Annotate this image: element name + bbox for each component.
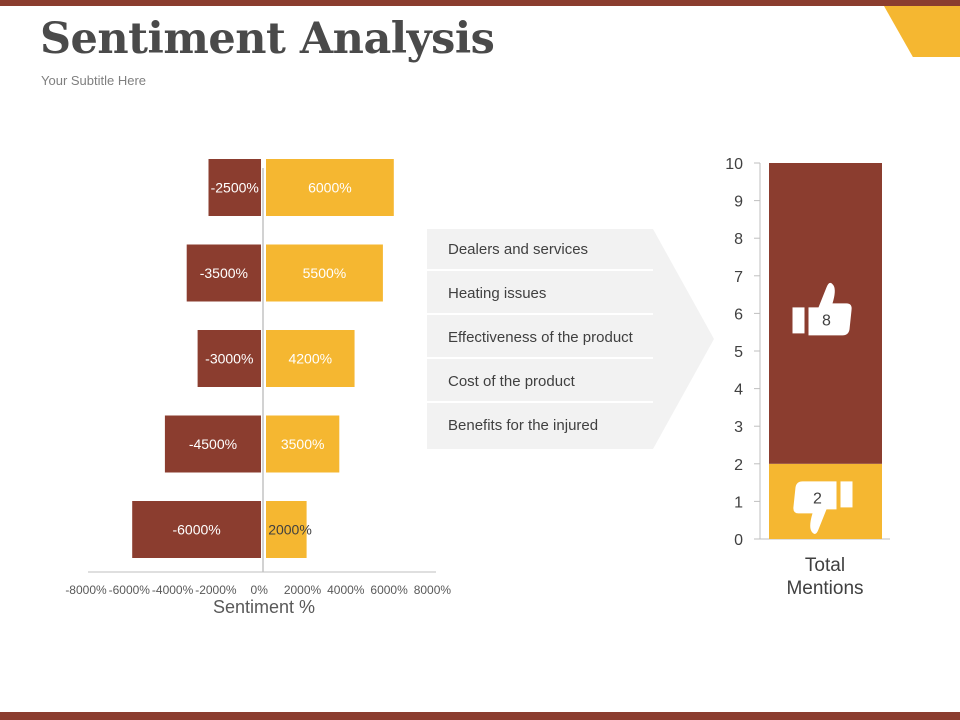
positive-bar-label: 2000%	[268, 522, 312, 538]
page-title: Sentiment Analysis	[40, 14, 495, 64]
category-label: Total	[805, 555, 845, 576]
y-tick-label: 2	[734, 457, 743, 474]
positive-bar-label: 5500%	[303, 265, 347, 281]
x-tick-label: -4000%	[152, 583, 194, 597]
topic-label: Cost of the product	[448, 373, 575, 390]
negative-bar	[132, 501, 261, 558]
x-tick-label: 2000%	[284, 583, 322, 597]
topic-label: Benefits for the injured	[448, 417, 599, 434]
y-tick-label: 0	[734, 532, 743, 549]
category-label: Mentions	[786, 578, 863, 599]
page-subtitle: Your Subtitle Here	[41, 73, 147, 88]
thumbs-up-icon: 8	[792, 282, 852, 336]
topic-label: Dealers and services	[448, 241, 589, 258]
x-tick-label: 4000%	[327, 583, 365, 597]
negative-bar-label: -6000%	[172, 522, 220, 538]
negative-bar	[208, 159, 261, 216]
x-tick-label: -2000%	[195, 583, 237, 597]
y-tick-label: 9	[734, 194, 743, 211]
topic-label: Heating issues	[448, 285, 547, 302]
x-tick-label: 0%	[251, 583, 269, 597]
thumbs-down-icon: 2	[793, 481, 853, 534]
x-tick-label: 8000%	[414, 583, 452, 597]
negative-bar-label: -3000%	[205, 351, 253, 367]
x-tick-label: -8000%	[65, 583, 107, 597]
topic-label: Effectiveness of the product	[448, 329, 633, 346]
positive-bar	[266, 501, 307, 558]
y-tick-label: 5	[734, 344, 743, 361]
x-axis-title: Sentiment %	[213, 597, 315, 617]
y-tick-label: 10	[725, 156, 743, 173]
topic-item: Dealers and services	[427, 229, 653, 271]
y-tick-label: 8	[734, 231, 743, 248]
negative-bar	[197, 330, 261, 387]
sentiment-bar-chart: -2500% -3500% -3000% -4500% -6000% 6000% 5500%…	[65, 159, 452, 617]
y-tick-label: 3	[734, 419, 743, 436]
positive-bar	[266, 330, 355, 387]
positive-bar-label: 4200%	[288, 351, 332, 367]
negative-bar	[186, 244, 261, 302]
negative-bar-label: -4500%	[189, 436, 237, 452]
y-tick-label: 4	[734, 382, 743, 399]
top-accent-bar	[0, 0, 960, 6]
topic-list-panel: Dealers and services Heating issues Effe…	[427, 229, 714, 449]
bottom-accent-bar	[0, 712, 960, 720]
negative-bar-label: -3500%	[200, 265, 248, 281]
negative-bar	[164, 415, 261, 473]
topic-item: Benefits for the injured	[427, 405, 653, 447]
negative-mentions-label: 2	[813, 490, 822, 507]
topic-item: Cost of the product	[427, 361, 653, 403]
topic-item: Effectiveness of the product	[427, 317, 653, 359]
negative-bar-label: -2500%	[211, 180, 259, 196]
positive-bar-label: 3500%	[281, 436, 325, 452]
x-tick-label: -6000%	[109, 583, 151, 597]
positive-bar	[266, 244, 383, 302]
y-tick-label: 1	[734, 494, 743, 511]
positive-mentions-label: 8	[822, 312, 831, 329]
positive-bar-label: 6000%	[308, 180, 352, 196]
positive-bar	[266, 415, 340, 473]
x-tick-label: 6000%	[370, 583, 408, 597]
y-tick-label: 6	[734, 306, 743, 323]
topic-item: Heating issues	[427, 273, 653, 315]
y-tick-label: 7	[734, 269, 743, 286]
positive-bar	[266, 159, 394, 216]
